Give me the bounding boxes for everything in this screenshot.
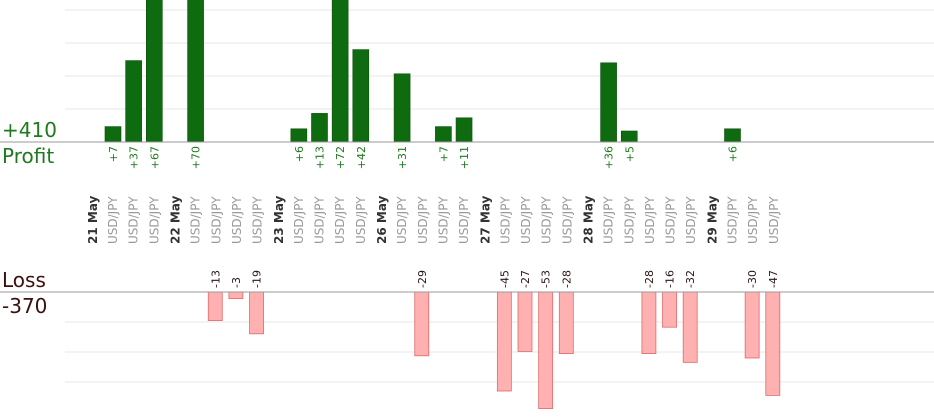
profit-value-label: +13 bbox=[314, 146, 327, 169]
day-label: 22 May bbox=[169, 195, 183, 244]
profit-value-label: +5 bbox=[623, 146, 636, 162]
day-label: 27 May bbox=[478, 195, 492, 244]
category-label: USD/JPY bbox=[209, 196, 223, 244]
day-label: 26 May bbox=[375, 195, 389, 244]
loss-value-label: -19 bbox=[251, 270, 264, 288]
loss-total: -370 bbox=[2, 294, 47, 318]
profit-bar bbox=[290, 128, 308, 143]
profit-bar bbox=[455, 117, 473, 143]
category-label: USD/JPY bbox=[643, 196, 657, 244]
loss-bar bbox=[662, 291, 677, 328]
profit-value-label: +7 bbox=[107, 146, 120, 162]
profit-value-label: +70 bbox=[190, 146, 203, 169]
category-label: USD/JPY bbox=[540, 196, 554, 244]
profit-bar bbox=[724, 128, 741, 143]
day-label: 23 May bbox=[272, 195, 286, 244]
profit-bar bbox=[352, 49, 370, 143]
profit-value-label: +67 bbox=[148, 146, 161, 169]
profit-value-label: +11 bbox=[458, 146, 471, 169]
category-label: USD/JPY bbox=[436, 196, 450, 244]
bar-layer bbox=[104, 0, 781, 409]
category-label: USD/JPY bbox=[395, 196, 409, 244]
loss-value-label: -53 bbox=[540, 270, 553, 288]
loss-value-label: -3 bbox=[230, 277, 243, 288]
loss-bar bbox=[228, 291, 244, 299]
profit-bar bbox=[393, 73, 411, 143]
day-label: 29 May bbox=[706, 195, 720, 244]
profit-total: +410 bbox=[2, 118, 57, 142]
category-label: USD/JPY bbox=[767, 196, 781, 244]
loss-bar bbox=[682, 291, 698, 363]
profit-bar bbox=[146, 0, 163, 143]
label-layer: 21 May +7 USD/JPY +37 USD/JPY +67 USD/JPY 22 Ma… bbox=[86, 146, 781, 288]
loss-value-label: -29 bbox=[416, 270, 429, 288]
profit-bar bbox=[104, 126, 122, 143]
profit-value-label: +42 bbox=[355, 146, 368, 169]
loss-value-label: -45 bbox=[498, 270, 511, 288]
category-label: USD/JPY bbox=[498, 196, 512, 244]
profit-bar bbox=[125, 60, 142, 143]
profit-value-label: +36 bbox=[603, 146, 616, 169]
loss-value-label: -13 bbox=[209, 270, 222, 288]
profit-bar bbox=[600, 62, 617, 143]
loss-value-label: -30 bbox=[746, 270, 759, 288]
profit-label: Profit bbox=[2, 144, 54, 168]
profit-value-label: +37 bbox=[128, 146, 141, 169]
category-label: USD/JPY bbox=[354, 196, 368, 244]
category-label: USD/JPY bbox=[292, 196, 306, 244]
profit-bar bbox=[620, 130, 638, 143]
loss-value-label: -27 bbox=[519, 270, 532, 288]
profit-value-label: +7 bbox=[437, 146, 450, 162]
category-label: USD/JPY bbox=[127, 196, 141, 244]
loss-value-label: -47 bbox=[767, 270, 780, 288]
profit-bar bbox=[435, 126, 452, 143]
category-label: USD/JPY bbox=[684, 196, 698, 244]
loss-value-label: -28 bbox=[560, 270, 573, 288]
category-label: USD/JPY bbox=[560, 196, 574, 244]
category-label: USD/JPY bbox=[519, 196, 533, 244]
profit-value-label: +31 bbox=[396, 146, 409, 169]
loss-bar bbox=[249, 291, 264, 335]
loss-bar bbox=[207, 291, 223, 322]
loss-bar bbox=[538, 291, 554, 409]
loss-value-label: -32 bbox=[684, 270, 697, 288]
loss-bar bbox=[744, 291, 760, 359]
category-label: USD/JPY bbox=[726, 196, 740, 244]
profit-value-label: +6 bbox=[293, 146, 306, 162]
loss-bar bbox=[765, 291, 781, 396]
loss-bar bbox=[641, 291, 657, 354]
loss-bar bbox=[517, 291, 533, 352]
category-label: USD/JPY bbox=[602, 196, 616, 244]
category-label: USD/JPY bbox=[664, 196, 678, 244]
category-label: USD/JPY bbox=[230, 196, 244, 244]
loss-value-label: -28 bbox=[643, 270, 656, 288]
category-label: USD/JPY bbox=[333, 196, 347, 244]
loss-value-label: -16 bbox=[664, 270, 677, 288]
loss-label: Loss bbox=[2, 268, 46, 292]
profit-bar bbox=[331, 0, 349, 143]
profit-bar bbox=[311, 113, 328, 143]
profit-bar bbox=[187, 0, 204, 143]
category-label: USD/JPY bbox=[457, 196, 471, 244]
category-label: USD/JPY bbox=[746, 196, 760, 244]
category-label: USD/JPY bbox=[189, 196, 203, 244]
category-label: USD/JPY bbox=[147, 196, 161, 244]
day-label: 21 May bbox=[86, 195, 100, 244]
category-label: USD/JPY bbox=[622, 196, 636, 244]
loss-bar bbox=[558, 291, 574, 354]
category-label: USD/JPY bbox=[416, 196, 430, 244]
loss-bar bbox=[496, 291, 512, 392]
category-label: USD/JPY bbox=[106, 196, 120, 244]
profit-value-label: +72 bbox=[334, 146, 347, 169]
profit-value-label: +6 bbox=[727, 146, 740, 162]
loss-bar bbox=[414, 291, 430, 357]
day-label: 28 May bbox=[582, 195, 596, 244]
category-label: USD/JPY bbox=[251, 196, 265, 244]
category-label: USD/JPY bbox=[313, 196, 327, 244]
